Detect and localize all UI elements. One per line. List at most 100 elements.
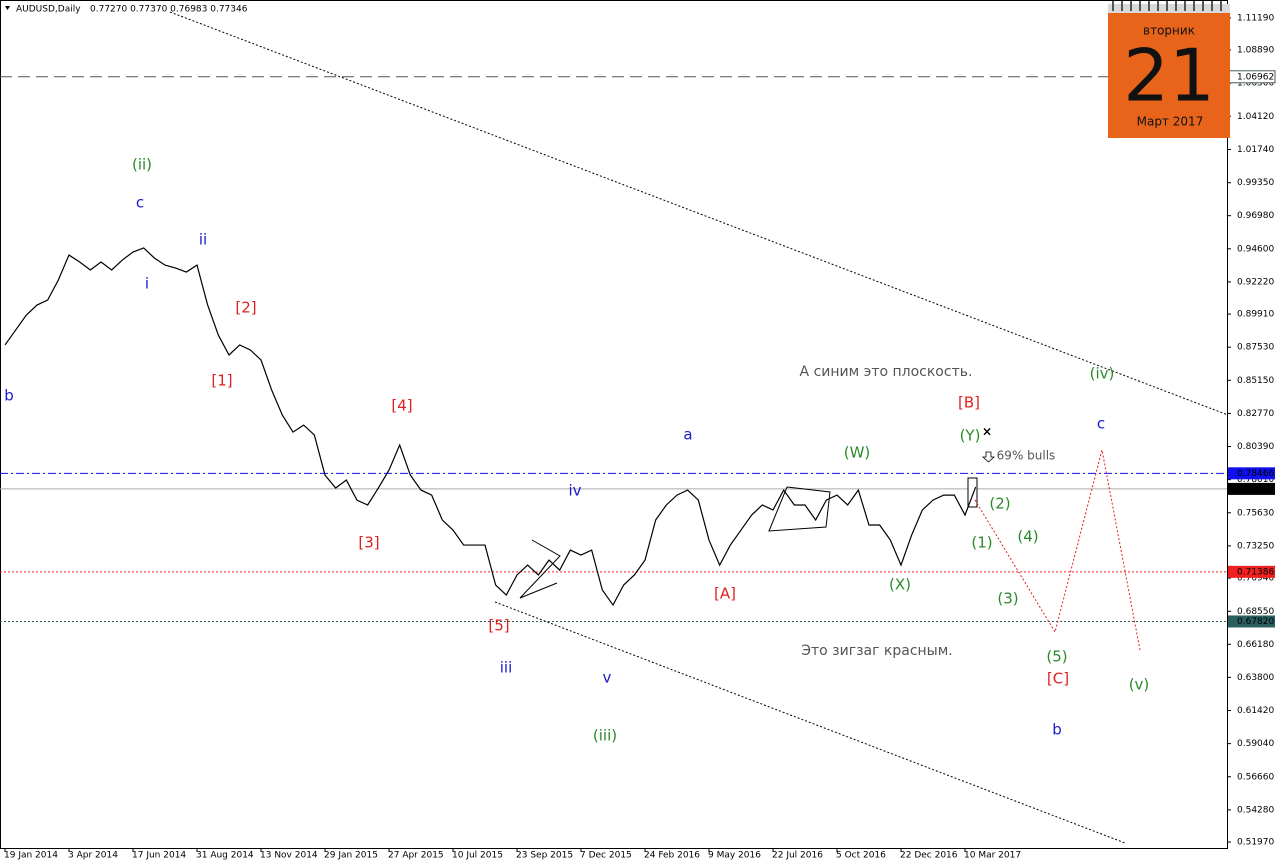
wave-label: (v): [1129, 676, 1150, 694]
level-tag: [1228, 565, 1275, 578]
x-tick-label: 10 Mar 2017: [964, 851, 1021, 861]
wave-label: (iv): [1090, 365, 1115, 383]
x-tick-label: 5 Oct 2016: [836, 851, 886, 861]
wave-label: (1): [971, 534, 992, 552]
y-tick-label: 0.66180: [1237, 640, 1274, 650]
wave-label: [5]: [488, 617, 509, 635]
wave-label: c: [1097, 415, 1105, 433]
y-tick-label: 0.59040: [1237, 739, 1274, 749]
level-tag: [1228, 482, 1275, 495]
calendar: вторник 21 Март 2017: [1108, 4, 1230, 138]
wave-label: b: [4, 387, 14, 405]
y-tick-label: 0.85150: [1237, 376, 1274, 386]
wave-label: b: [1052, 721, 1062, 739]
y-tick-label: 0.63800: [1237, 673, 1274, 683]
y-tick-label: 0.56660: [1237, 772, 1274, 782]
y-tick-label: 1.06500: [1237, 79, 1274, 89]
calendar-ring: [1193, 1, 1195, 11]
triangle-drawing: [768, 486, 831, 532]
wave-label: (4): [1017, 528, 1038, 546]
wave-label: (3): [997, 590, 1018, 608]
calendar-page: [1108, 10, 1230, 138]
x-tick-label: 19 Jan 2014: [4, 851, 58, 861]
y-tick-label: 0.78010: [1237, 475, 1274, 485]
calendar-ring: [1121, 1, 1123, 11]
calendar-ring: [1157, 1, 1159, 11]
calendar-ring: [1184, 1, 1186, 11]
y-tick-label: 0.80390: [1237, 442, 1274, 452]
y-tick-label: 0.99350: [1237, 178, 1274, 188]
x-tick-label: 29 Jan 2015: [324, 851, 378, 861]
wave-label: iv: [568, 482, 581, 500]
level-label: 1.06962: [1237, 72, 1274, 82]
y-tick-label: 0.87530: [1237, 343, 1274, 353]
x-tick-label: 24 Feb 2016: [644, 851, 700, 861]
wave-label: [2]: [235, 299, 256, 317]
x-tick-label: 10 Jul 2015: [452, 851, 503, 861]
y-tick-label: 0.73250: [1237, 541, 1274, 551]
wave-label: (iii): [593, 727, 617, 745]
wave-label: (2): [989, 495, 1010, 513]
y-tick-label: 0.82770: [1237, 409, 1274, 419]
wave-label: iii: [500, 659, 513, 677]
x-tick-label: 3 Apr 2014: [68, 851, 118, 861]
calendar-ring: [1166, 1, 1168, 11]
wave-label: [1]: [211, 372, 232, 390]
wave-label: [3]: [358, 534, 379, 552]
arrow-icon: [981, 451, 996, 463]
y-tick-label: 0.92220: [1237, 277, 1274, 287]
triangle-drawing: [519, 539, 561, 599]
calendar-ring: [1130, 1, 1132, 11]
wave-label: a: [683, 426, 692, 444]
wave-label: (ii): [132, 156, 152, 174]
level-label: 0.71386: [1237, 567, 1274, 577]
wave-label: [B]: [958, 394, 980, 412]
calendar-ring: [1175, 1, 1177, 11]
wave-label: (Y): [960, 427, 981, 445]
level-tag: [1228, 615, 1275, 628]
wave-label: ii: [199, 231, 207, 249]
x-tick-label: 27 Apr 2015: [388, 851, 444, 861]
x-tick-label: 22 Jul 2016: [772, 851, 823, 861]
wave-label: [C]: [1047, 670, 1069, 688]
calendar-rings: [1108, 4, 1230, 13]
y-tick-label: 0.54280: [1237, 805, 1274, 815]
wave-label: i: [145, 275, 149, 293]
level-label: 0.78466: [1237, 469, 1274, 479]
wave-label: v: [603, 669, 612, 687]
price-line: [4, 247, 977, 607]
level-label: 0.77346: [1237, 484, 1274, 494]
y-tick-label: 0.51970: [1237, 838, 1274, 848]
wave-label: [A]: [714, 585, 736, 603]
y-tick-label: 0.96980: [1237, 211, 1274, 221]
x-tick-label: 23 Sep 2015: [516, 851, 573, 861]
wave-label: Это зигзаг красным.: [801, 643, 953, 659]
y-tick-label: 0.68550: [1237, 607, 1274, 617]
marker-cross: ×: [982, 425, 992, 439]
level-tag: [1228, 467, 1275, 480]
calendar-day: 21: [1123, 34, 1215, 118]
x-tick-label: 13 Nov 2014: [260, 851, 318, 861]
y-tick-label: 0.89910: [1237, 310, 1274, 320]
trend-line: [169, 11, 1229, 416]
projection-path: [974, 449, 1141, 651]
y-tick-label: 0.94600: [1237, 244, 1274, 254]
calendar-ring: [1211, 1, 1213, 11]
calendar-ring: [1139, 1, 1141, 11]
header-icon: [5, 6, 10, 10]
x-tick-label: 7 Dec 2015: [580, 851, 632, 861]
y-tick-label: 0.61420: [1237, 706, 1274, 716]
annotations: (ii)ciiib[2][1][4][3][5]iviiiv(iii)a[A](…: [4, 156, 1149, 745]
trend-line: [494, 601, 1126, 844]
y-tick-label: 1.08890: [1237, 45, 1274, 55]
wave-label: 69% bulls: [997, 449, 1056, 463]
calendar-ring: [1202, 1, 1204, 11]
last-candle-box: [967, 477, 978, 508]
y-tick-label: 1.11190: [1237, 13, 1274, 23]
header-symbol: AUDUSD,Daily: [16, 5, 81, 15]
level-label: 0.67820: [1237, 617, 1274, 627]
series: [4, 247, 977, 607]
wave-label: [4]: [391, 397, 412, 415]
